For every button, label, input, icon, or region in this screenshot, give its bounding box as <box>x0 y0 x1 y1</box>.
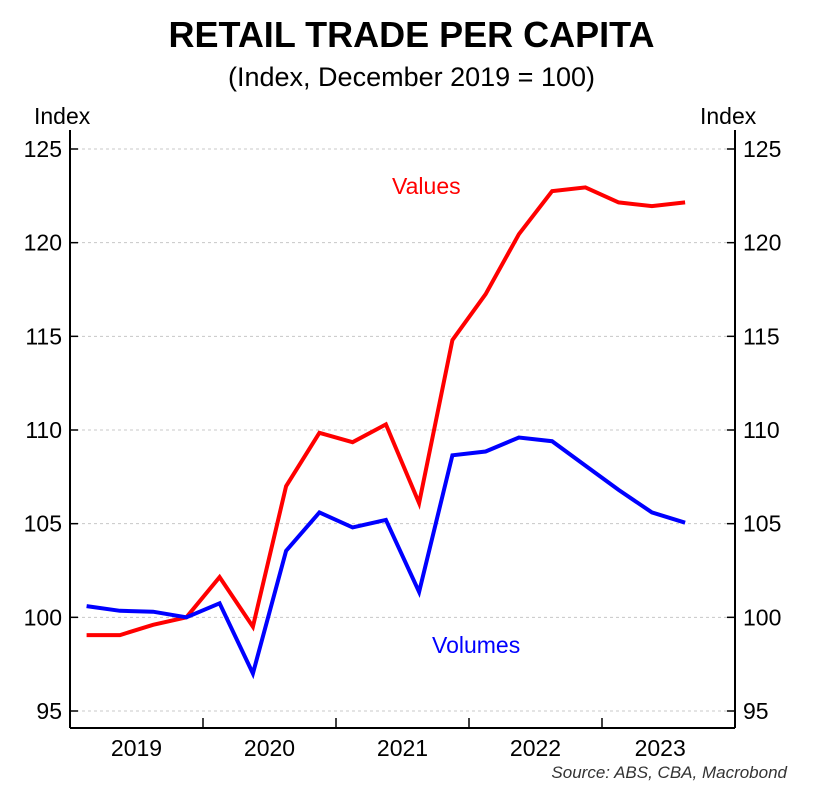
y-tick-label-right: 100 <box>743 604 781 630</box>
y-tick-label-right: 95 <box>743 698 769 724</box>
legend-volumes: Volumes <box>432 632 520 658</box>
series-line-values <box>86 185 686 638</box>
series-line-volumes <box>86 435 686 680</box>
x-tick-label: 2022 <box>510 735 561 761</box>
left-axis-label: Index <box>34 103 91 129</box>
x-tick-label: 2021 <box>377 735 428 761</box>
y-tick-label-left: 100 <box>24 604 62 630</box>
chart-title: RETAIL TRADE PER CAPITA <box>168 14 655 55</box>
x-tick-label: 2019 <box>111 735 162 761</box>
y-tick-label-left: 120 <box>24 230 62 256</box>
right-axis-label: Index <box>700 103 757 129</box>
y-tick-label-left: 125 <box>24 136 62 162</box>
x-tick-label: 2020 <box>244 735 295 761</box>
y-tick-label-left: 115 <box>25 323 62 349</box>
y-tick-label-left: 105 <box>24 511 62 537</box>
x-tick-label: 2023 <box>635 735 686 761</box>
y-tick-label-right: 105 <box>743 511 781 537</box>
y-tick-label-left: 95 <box>36 698 62 724</box>
y-tick-label-right: 110 <box>743 417 780 443</box>
source-note: Source: ABS, CBA, Macrobond <box>551 763 787 782</box>
y-tick-label-right: 125 <box>743 136 781 162</box>
chart-subtitle: (Index, December 2019 = 100) <box>228 62 595 92</box>
y-tick-label-left: 110 <box>25 417 62 443</box>
y-tick-label-right: 115 <box>743 323 780 349</box>
legend-values: Values <box>392 173 461 199</box>
y-tick-label-right: 120 <box>743 230 781 256</box>
